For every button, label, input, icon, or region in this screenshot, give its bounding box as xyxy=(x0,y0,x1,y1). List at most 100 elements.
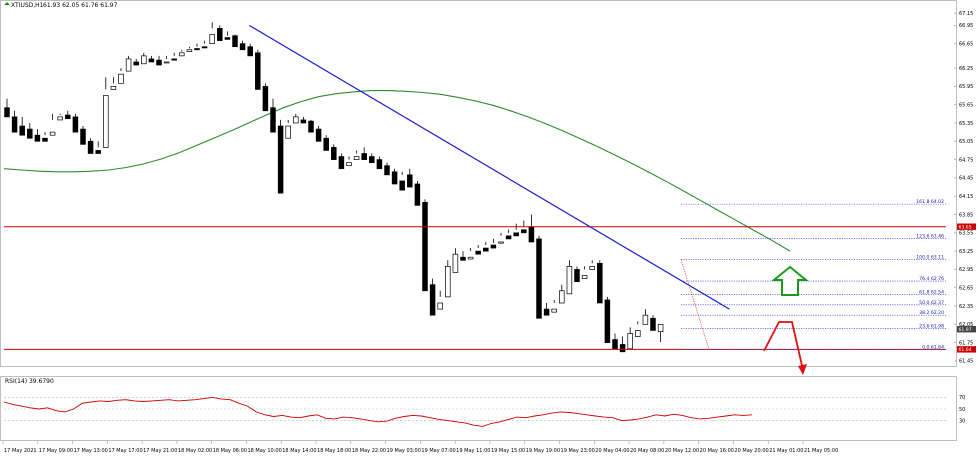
candle-body xyxy=(338,156,345,170)
y-tick-label: 65.35 xyxy=(959,121,973,127)
x-tick-label: 19 May 15:00 xyxy=(491,448,525,454)
y-tick-label: 65.05 xyxy=(959,139,973,145)
candle-body xyxy=(369,156,375,163)
candle-body xyxy=(247,46,253,57)
candle xyxy=(156,55,162,66)
down-arrow-head xyxy=(798,364,807,375)
candle xyxy=(232,34,238,48)
candle-body xyxy=(95,150,101,154)
annotation-layer xyxy=(763,265,809,375)
candle-body xyxy=(270,107,276,133)
candle xyxy=(452,248,459,273)
x-tick-label: 18 May 14:00 xyxy=(282,448,316,454)
candle-body xyxy=(422,201,428,292)
candle-body xyxy=(133,61,139,66)
candle-body xyxy=(80,128,86,145)
candle-body xyxy=(110,86,117,90)
candle xyxy=(467,248,474,260)
candle xyxy=(407,168,413,188)
candle xyxy=(80,126,86,145)
candle xyxy=(619,336,626,353)
candle xyxy=(422,199,428,292)
fib-level-label: 161.8 64.02 xyxy=(916,199,944,205)
x-tick-label: 19 May 11:00 xyxy=(456,448,490,454)
candle xyxy=(19,116,25,136)
y-tick-label: 63.85 xyxy=(959,212,973,218)
x-tick-label: 20 May 20:00 xyxy=(734,448,768,454)
candle xyxy=(399,171,405,191)
rsi-line xyxy=(3,396,753,427)
candle-body xyxy=(11,116,18,133)
candle xyxy=(171,52,177,61)
y-tick-label: 62.95 xyxy=(959,267,973,273)
candle xyxy=(589,260,595,270)
candle xyxy=(437,290,443,310)
candle-body xyxy=(65,114,71,120)
candle xyxy=(551,299,557,313)
candle xyxy=(391,168,398,185)
candle-body xyxy=(57,116,63,121)
y-tick-label: 62.35 xyxy=(959,304,973,310)
y-tick-label: 61.75 xyxy=(959,340,973,346)
rsi-level-label: 50 xyxy=(959,407,965,413)
fib-level-label: 123.6 63.46 xyxy=(916,233,944,239)
candle xyxy=(262,83,269,112)
candle xyxy=(429,278,436,316)
candle xyxy=(353,150,360,160)
candle xyxy=(201,40,208,49)
rsi-layer: 70 50 30 xyxy=(3,395,965,427)
y-tick-label: 66.95 xyxy=(959,23,973,29)
candle-body xyxy=(429,284,436,316)
price-tag-box xyxy=(957,223,976,230)
candle-body xyxy=(201,46,208,49)
up-arrow-icon xyxy=(771,265,809,296)
candle xyxy=(179,49,185,57)
candle xyxy=(34,129,41,142)
candle xyxy=(657,323,664,343)
candle-body xyxy=(42,137,48,142)
candle-body xyxy=(209,34,215,45)
candle-body xyxy=(300,119,307,124)
candle xyxy=(566,260,573,295)
candle xyxy=(505,229,512,240)
candle-body xyxy=(490,244,497,249)
candle-body xyxy=(323,137,329,151)
candle xyxy=(49,113,56,136)
candle xyxy=(217,25,223,41)
x-tick-label: 17 May 2021 xyxy=(4,448,37,454)
candle-body xyxy=(650,317,656,331)
candle xyxy=(536,235,542,319)
candle xyxy=(445,260,451,298)
ohlc-label: 61.93 62.05 61.76 61.97 xyxy=(43,2,118,9)
candle xyxy=(239,40,246,51)
y-tick-label: 62.05 xyxy=(959,322,973,328)
candle-body xyxy=(141,55,147,65)
price-tag-label: 63.65 xyxy=(959,224,972,230)
symbol-label: XTIUSD,H1 xyxy=(11,2,44,9)
candle-body xyxy=(285,125,291,139)
rsi-panel-frame xyxy=(0,376,957,441)
x-tick-label: 19 May 19:00 xyxy=(526,448,560,454)
candle-body xyxy=(217,28,223,41)
fib-level-label: 50.0 62.37 xyxy=(919,300,944,306)
candle xyxy=(635,321,641,337)
candle-body xyxy=(589,266,595,270)
candle xyxy=(133,58,139,66)
candle-body xyxy=(376,159,383,170)
candle-body xyxy=(4,107,10,118)
rsi-level-label: 70 xyxy=(959,395,965,401)
candle-body xyxy=(445,266,451,298)
candle xyxy=(163,55,170,64)
candle xyxy=(627,327,633,350)
candle xyxy=(103,77,109,148)
fib-layer: 0.0 61.64 23.6 61.98 38.2 62.20 50.0 62.37 6… xyxy=(680,199,946,350)
candle xyxy=(642,309,649,325)
candle xyxy=(308,119,314,133)
candle xyxy=(475,245,481,255)
candle xyxy=(110,77,117,90)
candle-body xyxy=(543,308,550,316)
candle xyxy=(277,119,284,194)
y-tick-label: 64.75 xyxy=(959,157,973,163)
candle-body xyxy=(513,232,519,237)
